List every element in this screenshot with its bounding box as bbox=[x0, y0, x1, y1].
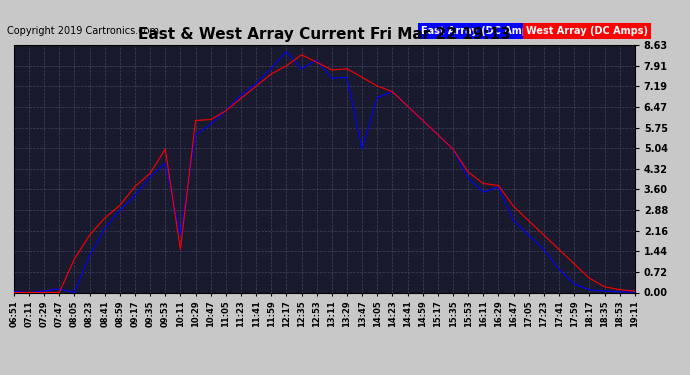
Text: Copyright 2019 Cartronics.com: Copyright 2019 Cartronics.com bbox=[7, 26, 159, 36]
Text: West Array (DC Amps): West Array (DC Amps) bbox=[526, 26, 648, 36]
Text: East Array (DC Amps): East Array (DC Amps) bbox=[421, 26, 539, 36]
Title: East & West Array Current Fri Mar 22 19:13: East & West Array Current Fri Mar 22 19:… bbox=[138, 27, 511, 42]
